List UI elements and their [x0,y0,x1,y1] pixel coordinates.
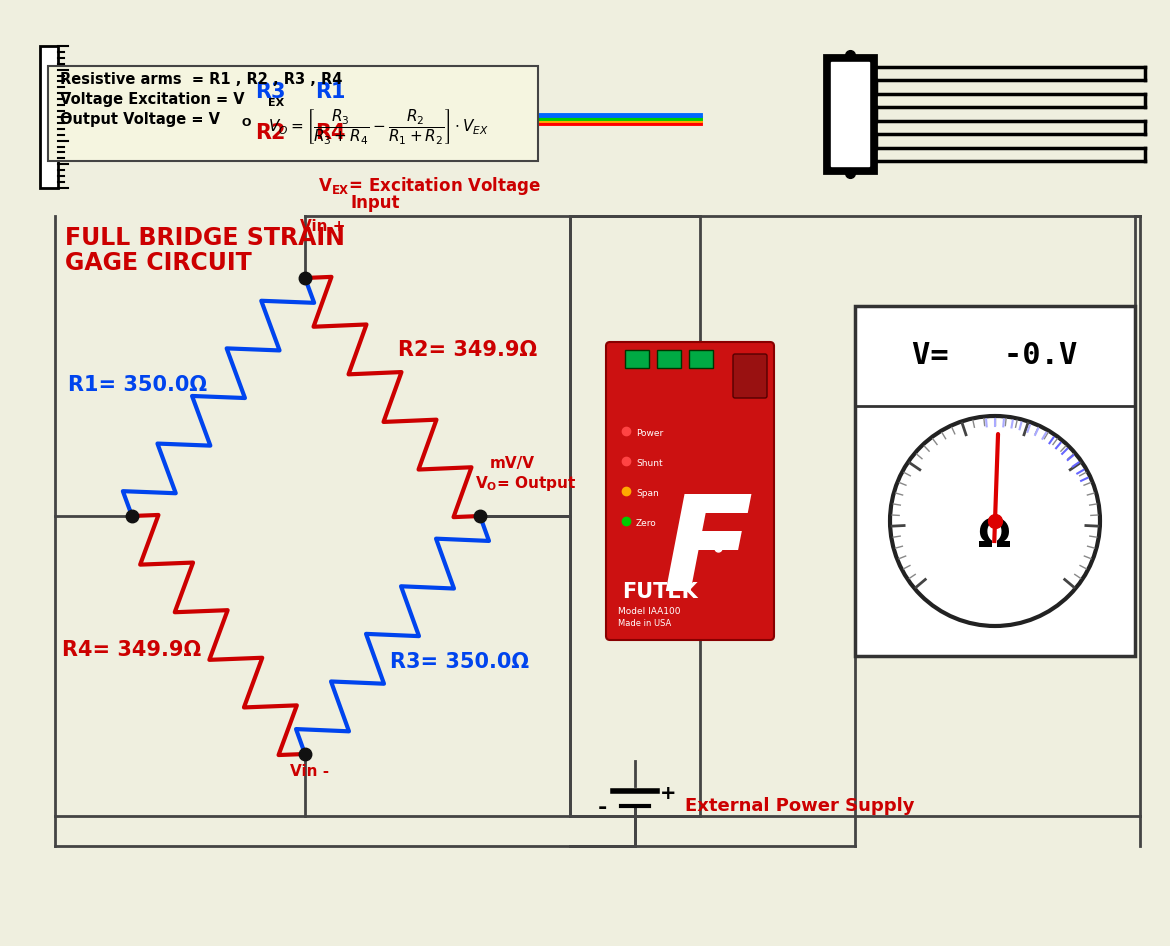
Text: F: F [662,491,752,618]
Text: R3: R3 [255,82,285,102]
Bar [40,46,58,188]
Text: R1= 350.0Ω: R1= 350.0Ω [68,375,207,395]
Text: R4= 349.9Ω: R4= 349.9Ω [62,640,201,660]
Text: Vin -: Vin - [290,764,329,779]
Text: Made in USA: Made in USA [618,619,672,628]
Text: External Power Supply: External Power Supply [684,797,915,815]
Text: -: - [598,798,607,818]
Text: R2= 349.9Ω: R2= 349.9Ω [398,340,537,360]
Text: +: + [660,784,676,803]
Bar [831,62,869,166]
Text: Model IAA100: Model IAA100 [618,607,681,616]
Text: Shunt: Shunt [636,459,662,468]
Text: O: O [241,118,250,128]
Text: GAGE CIRCUIT: GAGE CIRCUIT [66,251,252,275]
Text: Power: Power [636,429,663,438]
Text: Span: Span [636,489,659,498]
Text: FUTEK: FUTEK [622,582,697,602]
Text: Output Voltage = V: Output Voltage = V [60,112,220,127]
Bar [658,350,681,368]
Text: Zero: Zero [636,519,656,528]
Text: Voltage Excitation = V: Voltage Excitation = V [60,92,245,107]
Text: R3= 350.0Ω: R3= 350.0Ω [390,652,529,672]
FancyBboxPatch shape [606,342,775,640]
Bar [625,350,649,368]
Text: R4: R4 [315,123,345,143]
Text: Vin +: Vin + [300,219,345,234]
Text: mV/V: mV/V [490,456,535,471]
Text: R2: R2 [255,123,285,143]
Text: Ω: Ω [978,517,1012,555]
Text: Input: Input [350,194,399,212]
Text: Resistive arms  = R1 , R2 , R3 , R4: Resistive arms = R1 , R2 , R3 , R4 [60,72,343,87]
Text: $\mathbf{V_{EX}}$= Excitation Voltage: $\mathbf{V_{EX}}$= Excitation Voltage [318,175,542,197]
Text: EX: EX [268,98,284,108]
Bar [689,350,713,368]
Bar [824,55,876,173]
Bar [855,306,1135,656]
Text: V=   -0.V: V= -0.V [913,342,1078,371]
Text: FULL BRIDGE STRAIN: FULL BRIDGE STRAIN [66,226,345,250]
Bar [48,66,538,161]
Text: $\mathbf{V_O}$= Output: $\mathbf{V_O}$= Output [475,474,577,493]
Text: R1: R1 [315,82,345,102]
FancyBboxPatch shape [732,354,768,398]
Text: $V_O = \left[\dfrac{R_3}{R_3+R_4} - \dfrac{R_2}{R_1+R_2}\right] \cdot V_{EX}$: $V_O = \left[\dfrac{R_3}{R_3+R_4} - \dfr… [268,107,489,146]
